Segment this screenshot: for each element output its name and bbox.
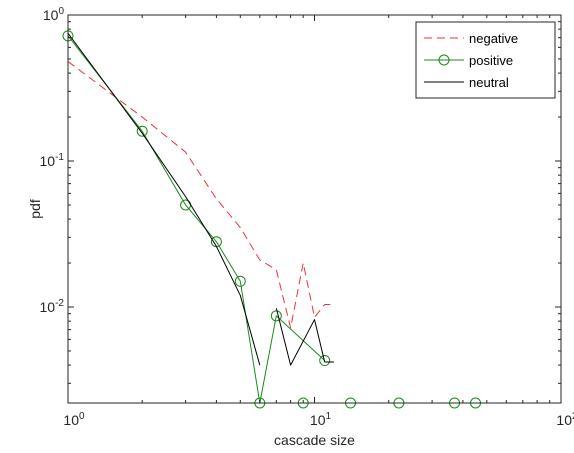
- legend-label-positive: positive: [469, 53, 513, 68]
- x-tick-label: 101: [310, 411, 332, 428]
- data-point-positive: [319, 355, 331, 367]
- series-line-neutral: [275, 308, 335, 366]
- legend: negative positive neutral: [415, 21, 556, 99]
- legend-label-neutral: neutral: [469, 75, 509, 90]
- data-point-positive: [136, 125, 148, 137]
- series-line-neutral: [67, 32, 261, 366]
- y-tick-label: 10-1: [40, 152, 65, 169]
- x-tick-label: 100: [63, 411, 85, 428]
- y-axis-label: pdf: [27, 199, 43, 219]
- x-tick-label: 102: [556, 411, 574, 428]
- series-line-negative: [67, 61, 335, 329]
- data-point-positive: [234, 275, 246, 287]
- legend-label-negative: negative: [469, 31, 518, 46]
- data-point-positive: [270, 310, 282, 322]
- legend-marker-positive: [438, 54, 450, 66]
- y-tick-label: 100: [43, 6, 65, 23]
- x-axis-label: cascade size: [274, 432, 355, 448]
- ticks-layer: 100 101 102 100 10-1 10-2: [40, 6, 574, 428]
- y-tick-label: 10-2: [40, 298, 65, 315]
